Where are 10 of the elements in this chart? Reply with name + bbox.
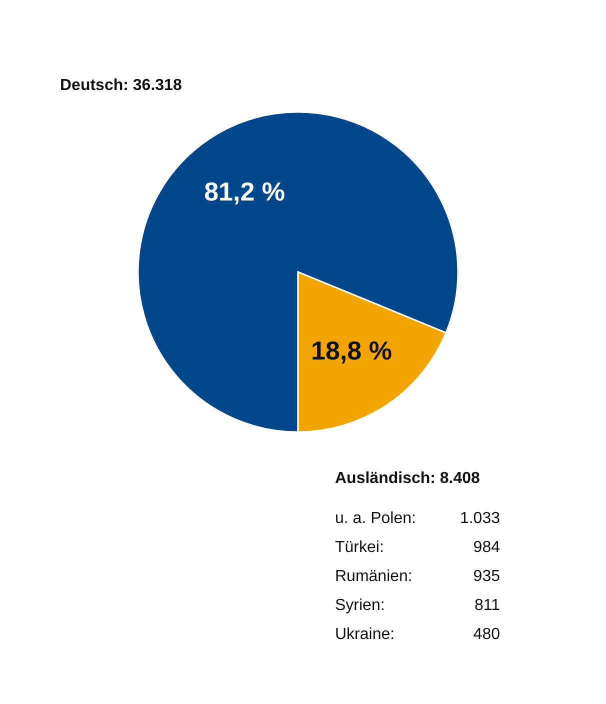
text: Syrien: 811 bbox=[335, 597, 500, 614]
slice-label: Ausländisch: 8.408 bbox=[335, 470, 480, 487]
data-label: 18,8 % bbox=[310, 336, 392, 366]
data-label: 81,2 % bbox=[204, 176, 286, 206]
text: Türkei: 984 bbox=[335, 539, 500, 556]
text: Rumänien: 935 bbox=[335, 568, 500, 585]
text: Ukraine: 480 bbox=[335, 626, 500, 643]
text: u. a. Polen: 1.033 bbox=[335, 510, 500, 527]
pie-slice bbox=[137, 111, 459, 433]
slice-label: Deutsch: 36.318 bbox=[60, 77, 182, 94]
